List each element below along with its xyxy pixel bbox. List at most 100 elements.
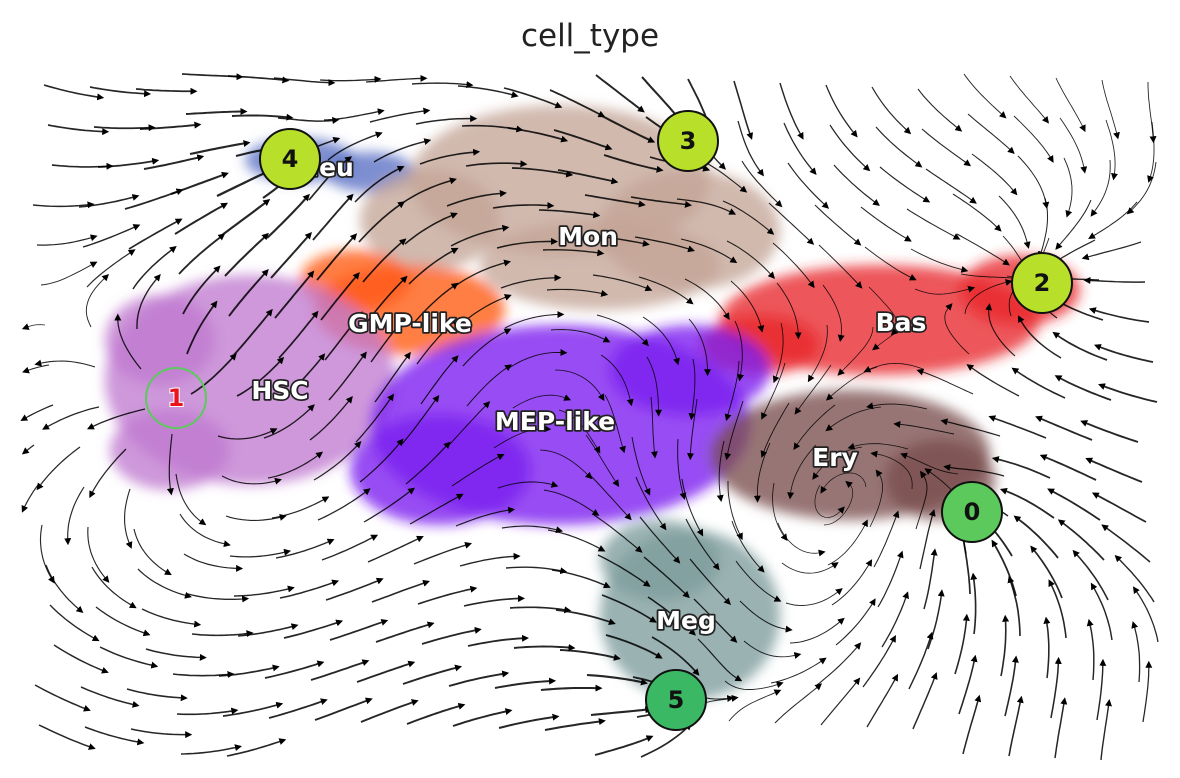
- streamline: [1004, 655, 1019, 717]
- streamline: [1011, 367, 1066, 399]
- streamline: [263, 404, 315, 439]
- streamline: [866, 402, 928, 410]
- streamline: [869, 469, 884, 528]
- streamline: [278, 310, 319, 359]
- streamline: [871, 86, 912, 135]
- streamline: [1088, 307, 1150, 323]
- streamline: [496, 237, 558, 249]
- streamline: [820, 472, 867, 494]
- cluster-label-hsc: HSC: [251, 376, 308, 405]
- streamline: [360, 699, 419, 723]
- streamline: [900, 452, 959, 475]
- cluster-label-mep-like: MEP-like: [495, 407, 615, 436]
- streamline: [450, 224, 510, 247]
- streamline: [421, 626, 482, 645]
- streamline: [329, 619, 389, 641]
- streamline: [743, 640, 802, 659]
- streamline: [684, 278, 730, 320]
- streamline: [866, 673, 899, 728]
- streamline: [956, 233, 1010, 266]
- streamline: [816, 642, 862, 686]
- streamline: [498, 713, 560, 729]
- streamline: [991, 539, 1017, 597]
- streamline: [21, 323, 46, 330]
- streamline: [87, 526, 110, 583]
- streamline: [400, 177, 457, 205]
- streamline: [22, 364, 50, 374]
- streamline: [588, 234, 650, 247]
- streamline: [1086, 618, 1095, 681]
- streamline: [605, 634, 663, 659]
- streamline: [189, 140, 251, 156]
- streamline: [185, 108, 248, 115]
- streamline: [728, 689, 782, 722]
- streamline: [681, 478, 704, 537]
- streamline: [998, 195, 1031, 249]
- streamline: [411, 81, 474, 89]
- streamline: [761, 362, 786, 420]
- streamline: [724, 360, 740, 422]
- streamline: [734, 320, 745, 382]
- streamline: [1017, 315, 1062, 359]
- streamline: [492, 202, 555, 209]
- streamline: [722, 200, 775, 235]
- streamline: [1054, 375, 1112, 401]
- streamline: [221, 475, 282, 485]
- streamline: [635, 476, 667, 531]
- streamline: [1080, 420, 1139, 443]
- streamline: [927, 589, 945, 650]
- streamline: [781, 562, 839, 574]
- streamline: [507, 127, 569, 143]
- streamline: [321, 534, 379, 561]
- streamline: [1000, 614, 1010, 677]
- streamline: [222, 701, 284, 717]
- streamline: [596, 314, 649, 347]
- streamline: [1050, 656, 1062, 719]
- streamline: [371, 579, 430, 603]
- streamline: [944, 303, 970, 355]
- streamline: [497, 481, 559, 489]
- streamline: [172, 671, 235, 678]
- streamline: [1088, 201, 1138, 240]
- streamline: [1055, 199, 1092, 250]
- streamline: [275, 538, 335, 559]
- streamline: [599, 114, 656, 143]
- node-1: 1: [145, 367, 207, 429]
- streamline: [1147, 121, 1155, 183]
- streamline: [126, 688, 188, 702]
- streamline: [36, 446, 81, 491]
- streamline: [914, 285, 976, 295]
- streamline: [1072, 549, 1109, 601]
- cluster-cloud-meg: [600, 520, 780, 700]
- streamline: [99, 646, 159, 669]
- streamline: [550, 329, 611, 343]
- streamline: [585, 434, 620, 487]
- streamline: [417, 585, 478, 605]
- cell-cluster-clouds: [105, 105, 1080, 700]
- streamline: [724, 680, 784, 690]
- streamline: [283, 619, 344, 639]
- cluster-blob: [480, 220, 720, 310]
- streamline: [512, 394, 572, 409]
- streamline: [266, 193, 310, 239]
- streamline: [827, 519, 868, 566]
- streamline: [1017, 155, 1050, 210]
- streamline: [401, 394, 440, 445]
- streamline: [768, 202, 815, 245]
- cluster-label-meg: Meg: [656, 606, 716, 635]
- streamline: [685, 518, 720, 571]
- streamline: [753, 442, 771, 503]
- streamline: [601, 594, 657, 623]
- streamline: [405, 441, 451, 485]
- node-circle: [259, 128, 321, 190]
- streamline: [787, 162, 830, 209]
- streamline: [879, 166, 931, 203]
- streamline: [546, 288, 609, 297]
- streamline: [34, 684, 91, 712]
- streamline: [906, 208, 961, 240]
- streamline: [124, 488, 133, 549]
- streamline: [833, 164, 880, 206]
- cluster-blob: [350, 415, 530, 525]
- streamline: [772, 482, 788, 542]
